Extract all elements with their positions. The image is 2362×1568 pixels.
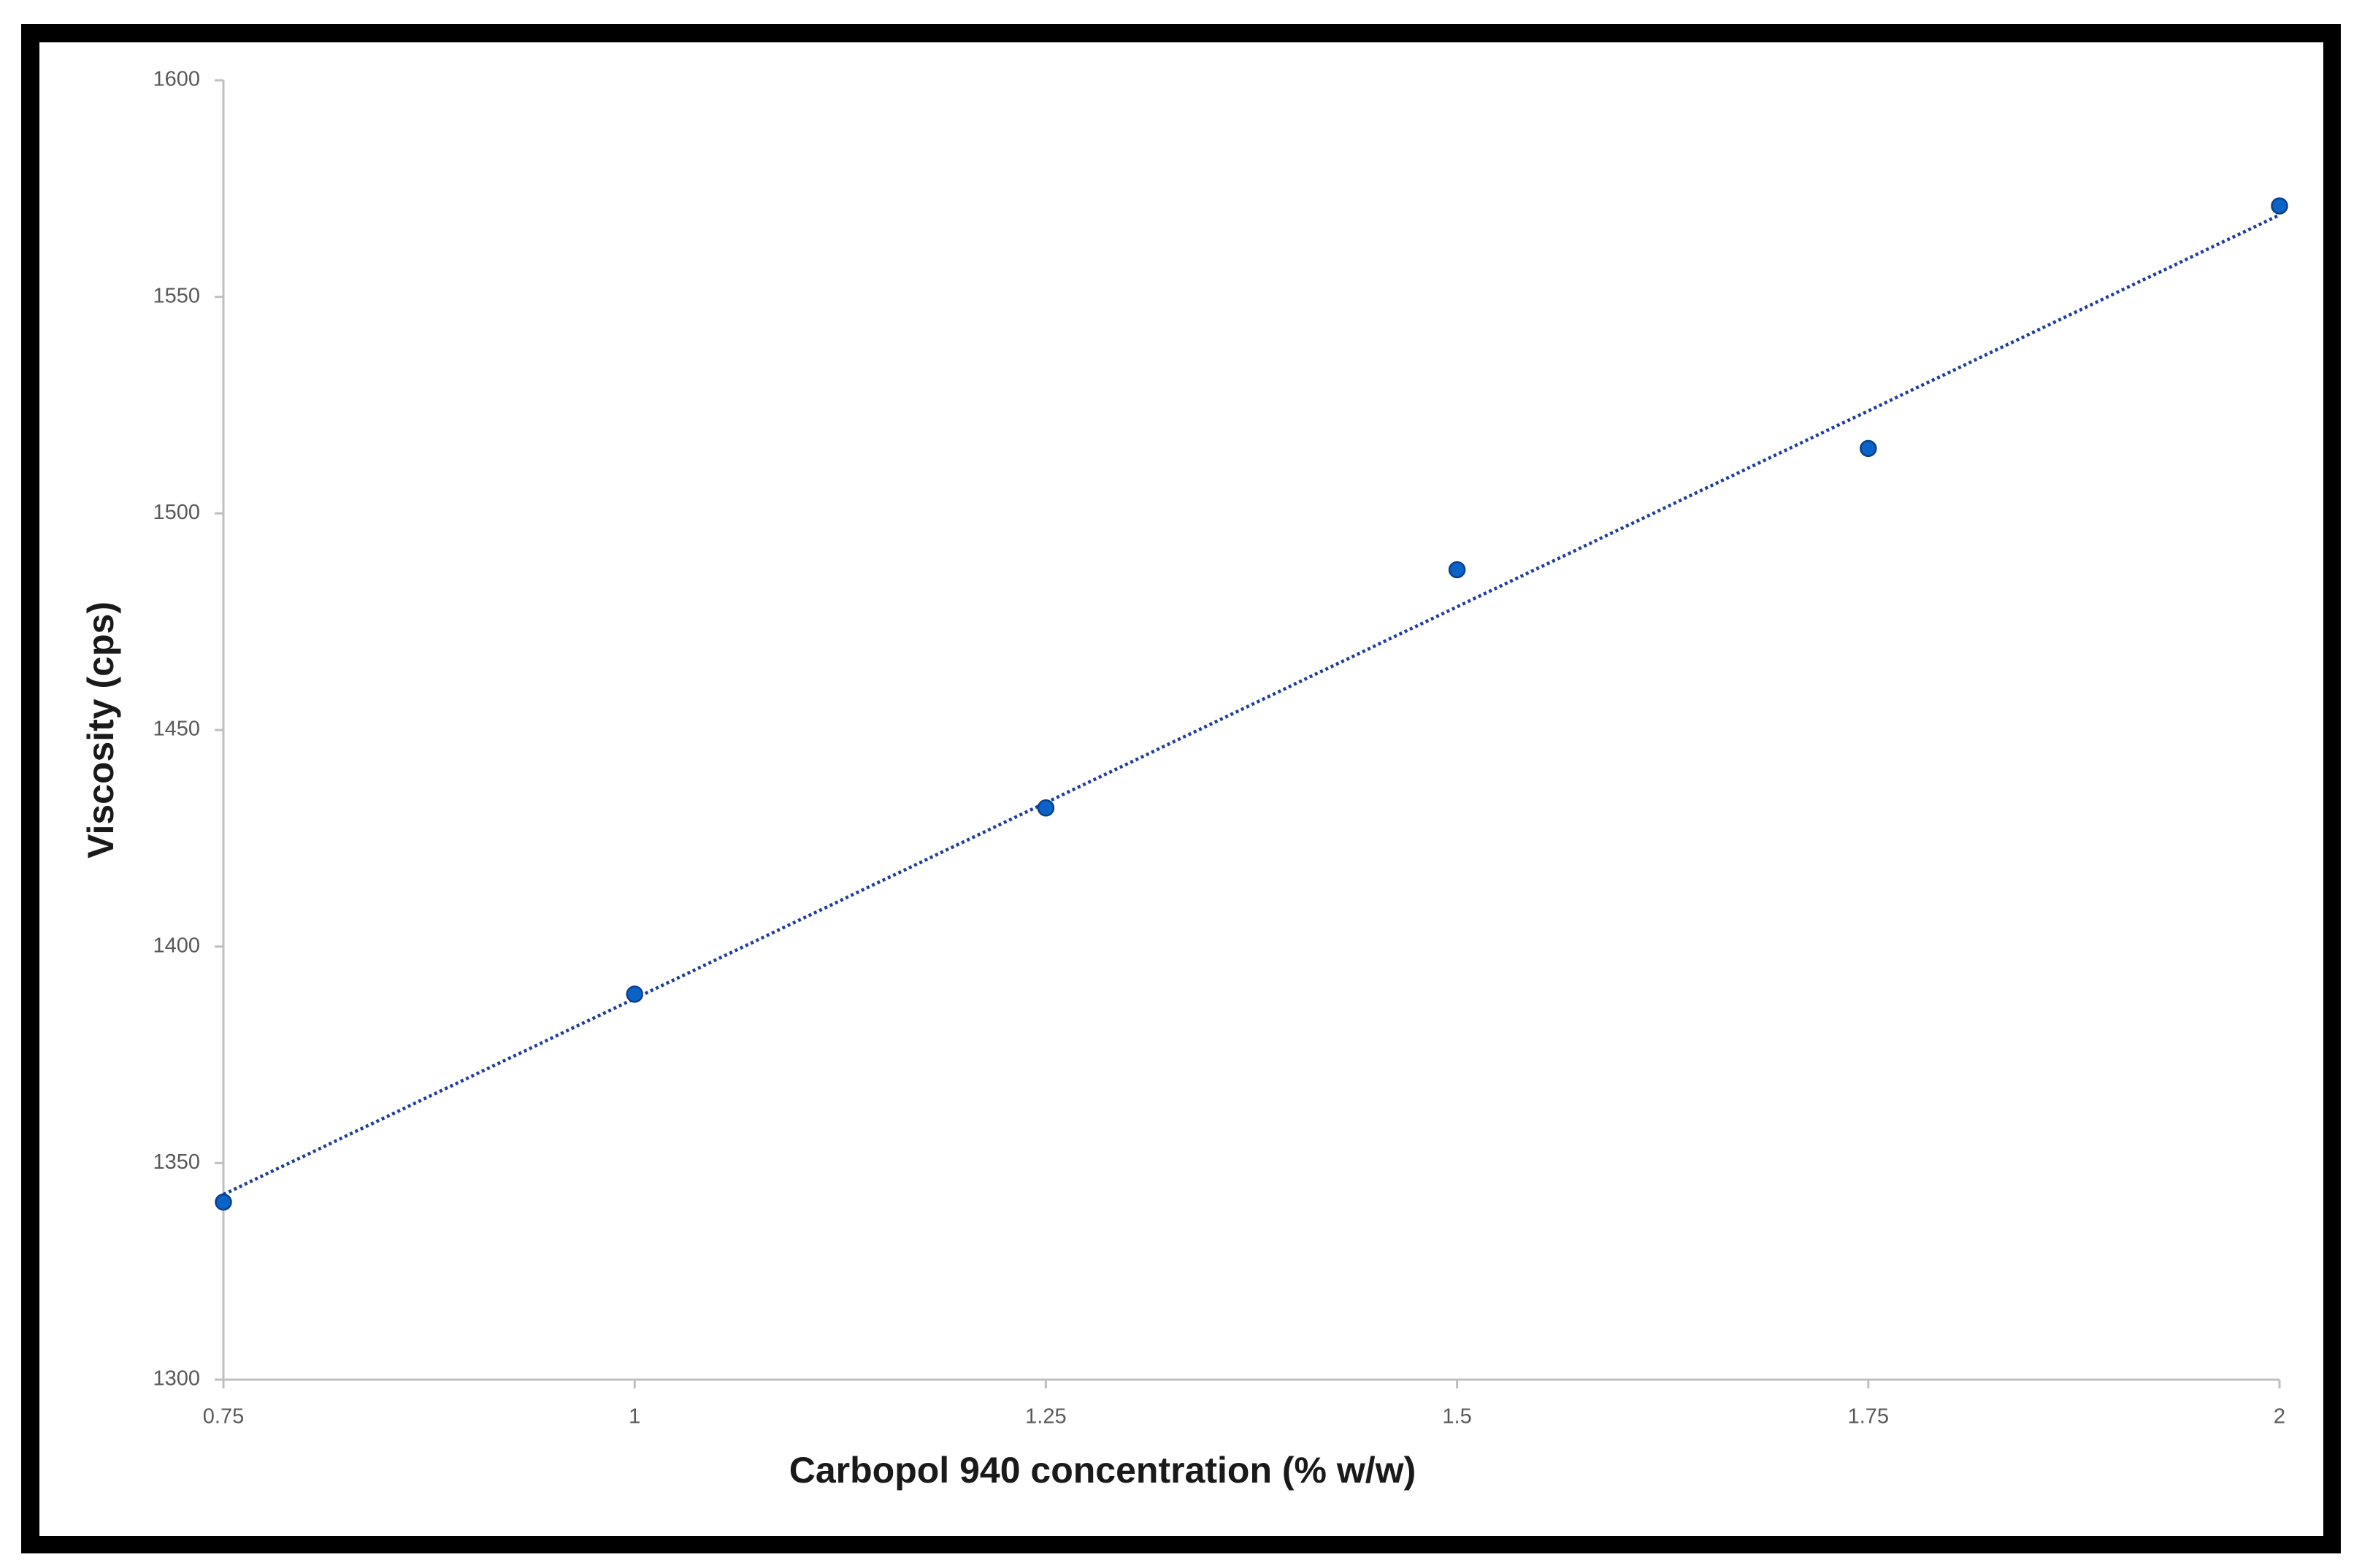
data-point (215, 1193, 232, 1211)
x-tick-label: 2 (2274, 1405, 2285, 1429)
plot-background (39, 42, 2323, 1536)
y-tick-label: 1600 (153, 68, 200, 91)
x-tick-label: 1.25 (1025, 1405, 1066, 1429)
y-tick-label: 1400 (153, 934, 200, 957)
y-axis-title: Viscosity (cps) (80, 602, 121, 858)
data-point (1037, 799, 1055, 817)
y-tick-label: 1300 (153, 1367, 200, 1391)
y-tick-label: 1500 (153, 501, 200, 524)
x-tick-label: 1.75 (1848, 1405, 1889, 1429)
data-point (1448, 561, 1466, 579)
y-tick-label: 1450 (153, 718, 200, 741)
data-point (1860, 439, 1877, 458)
data-point (2271, 197, 2288, 215)
x-tick-label: 0.75 (203, 1405, 244, 1429)
x-axis-title: Carbopol 940 concentration (% w/w) (789, 1450, 1416, 1491)
x-tick-label: 1.5 (1442, 1405, 1471, 1429)
data-point (626, 985, 643, 1003)
x-tick-label: 1 (629, 1405, 640, 1429)
y-tick-label: 1350 (153, 1150, 200, 1174)
y-tick-label: 1550 (153, 284, 200, 307)
